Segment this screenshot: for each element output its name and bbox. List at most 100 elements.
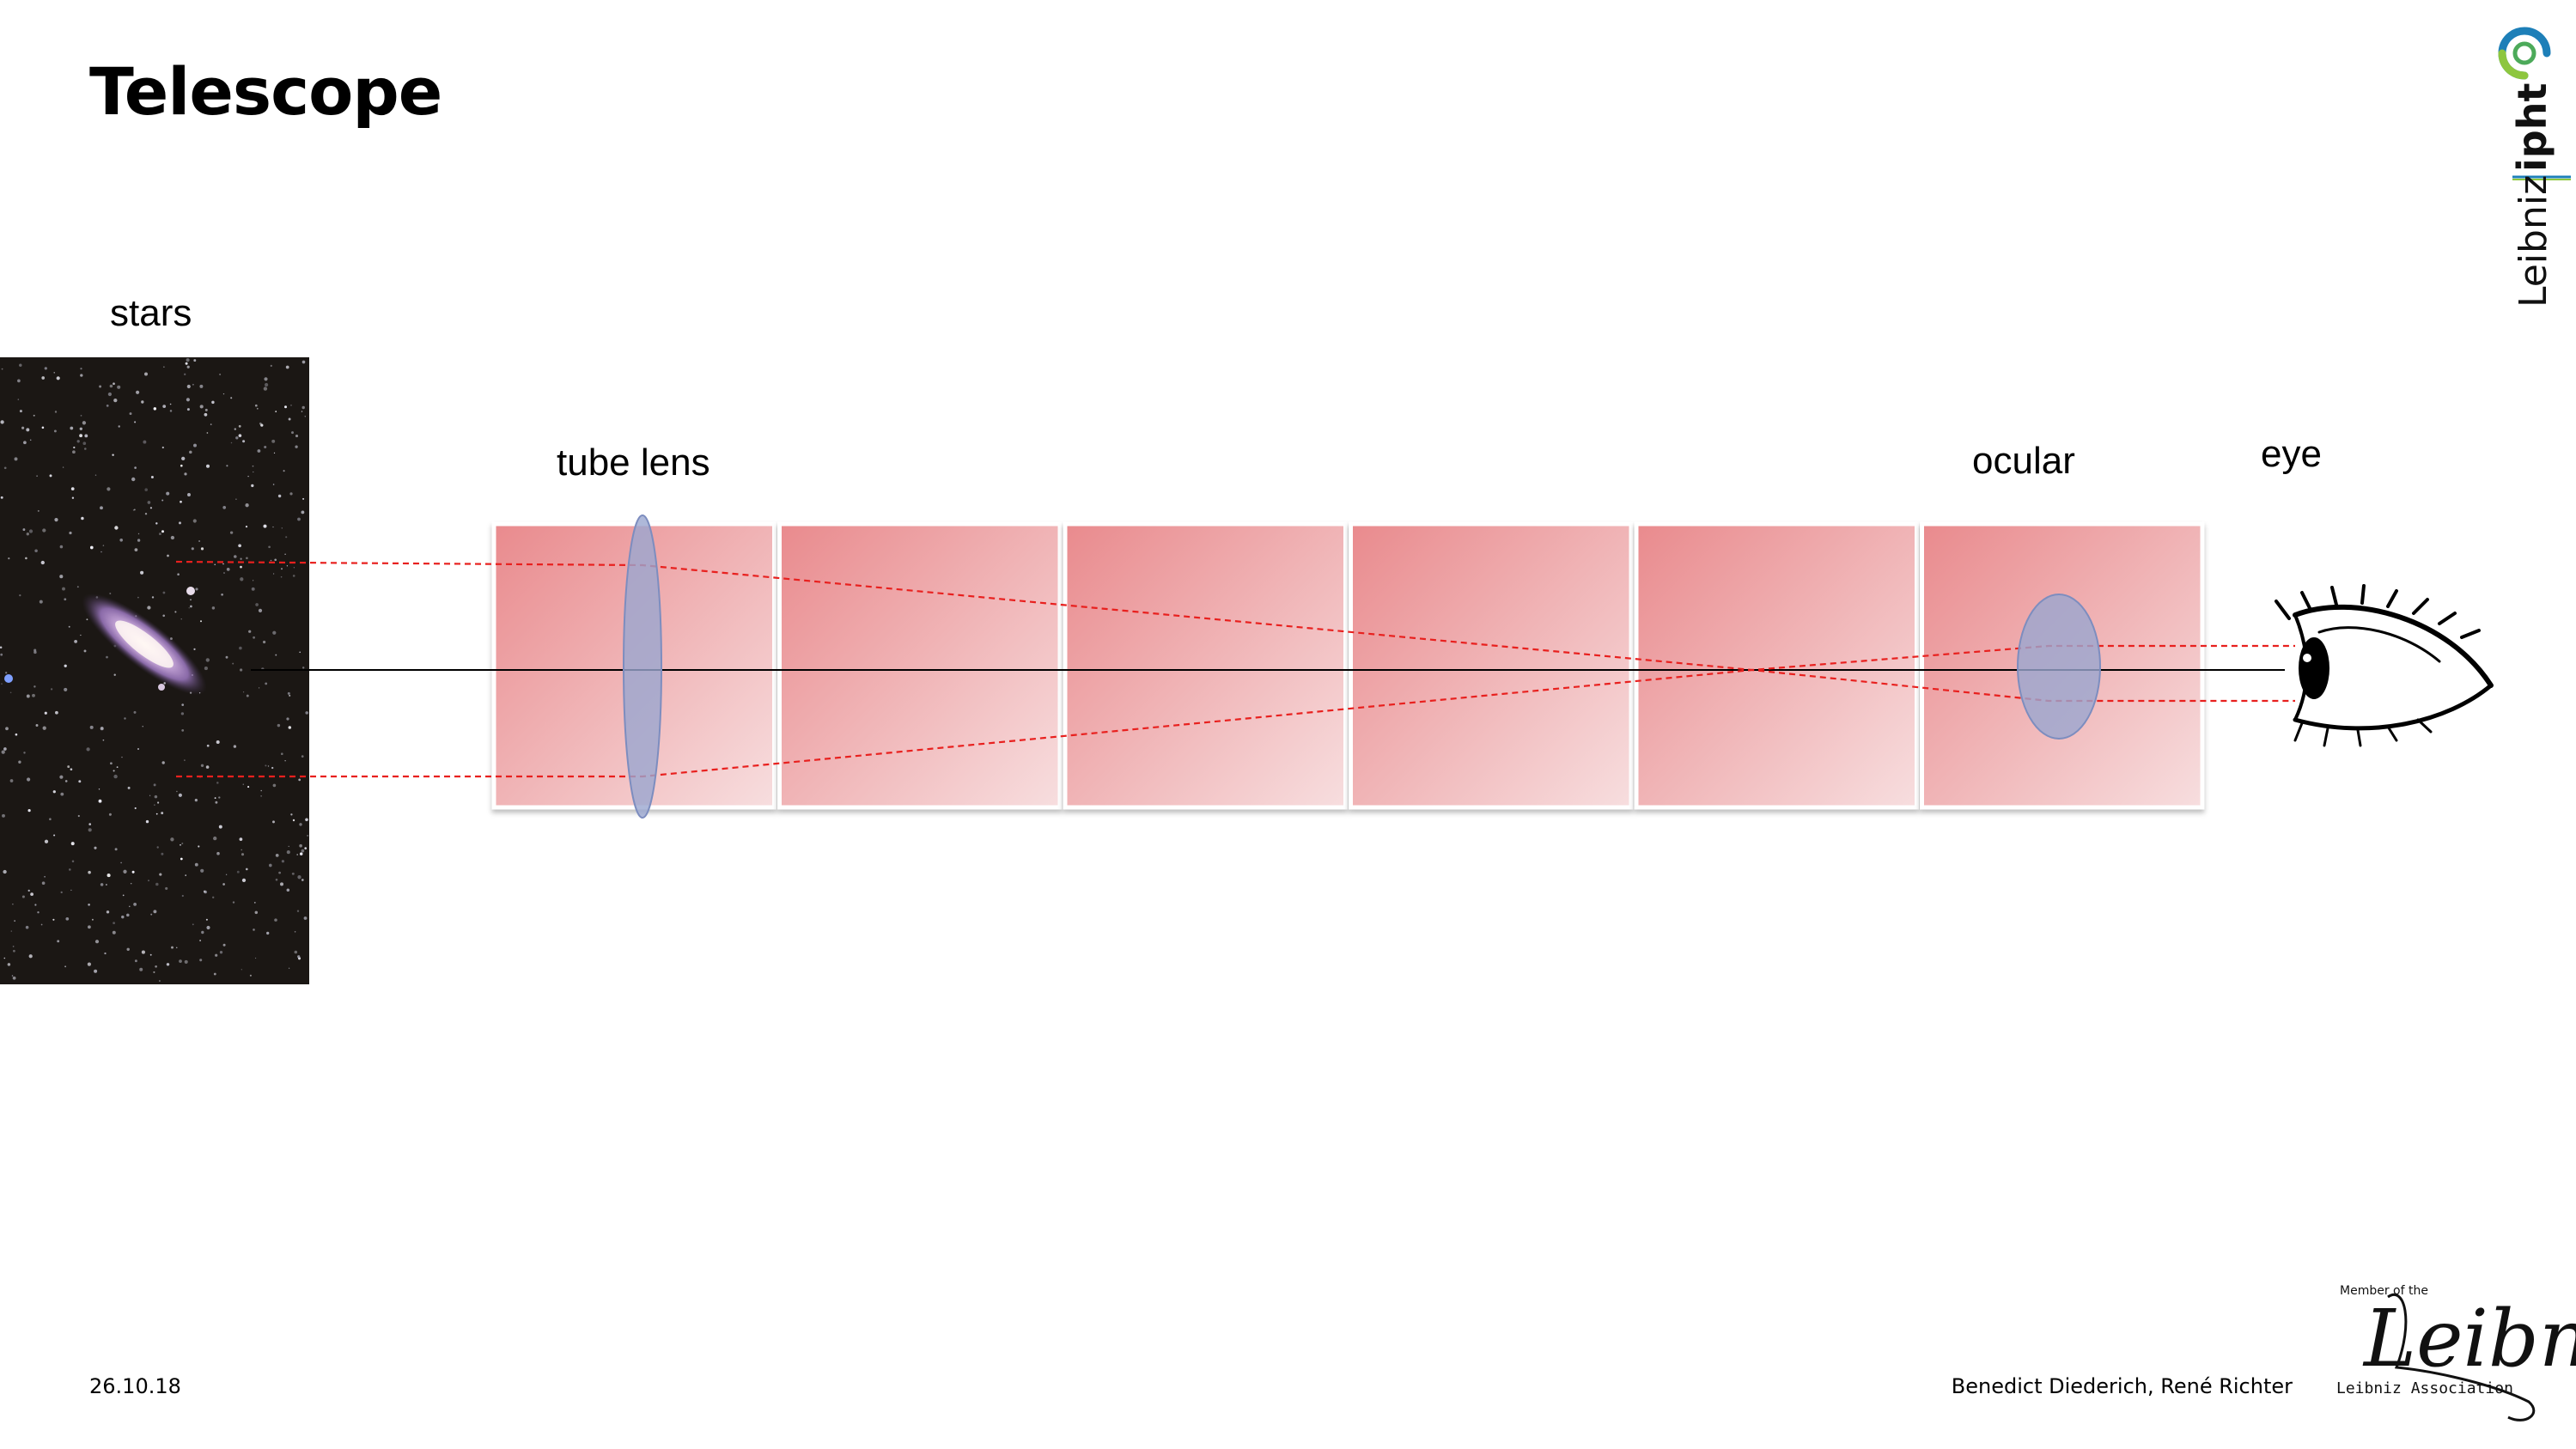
- star-dot: [44, 711, 47, 715]
- star-dot: [113, 922, 116, 925]
- star-dot: [299, 843, 302, 848]
- star-dot: [12, 946, 15, 947]
- star-dot: [204, 408, 208, 411]
- star-dot: [9, 691, 12, 694]
- star-dot: [301, 849, 305, 853]
- star-dot: [33, 650, 37, 654]
- star-dot: [41, 881, 46, 885]
- star-dot: [161, 761, 165, 764]
- star-dot: [113, 673, 116, 676]
- star-dot: [301, 879, 304, 881]
- star-dot: [271, 439, 276, 443]
- leibniz-association-logo: Member of the Leibniz Leibniz Associatio…: [2336, 1284, 2576, 1422]
- star-dot: [102, 739, 105, 741]
- ray-lower: [176, 644, 2295, 778]
- star-dot: [218, 825, 222, 829]
- star-dot: [205, 918, 208, 921]
- star-dot: [274, 558, 277, 562]
- star-dot: [222, 506, 227, 509]
- star-dot: [80, 368, 82, 370]
- star-dot: [126, 913, 130, 917]
- star-dot: [185, 362, 188, 365]
- star-dot: [107, 392, 113, 397]
- star-dot: [153, 783, 156, 787]
- star-dot: [272, 630, 277, 635]
- tube-segment: [1063, 521, 1348, 810]
- star-dot: [19, 363, 22, 367]
- star-dot: [180, 500, 182, 503]
- star-dot: [274, 918, 277, 922]
- star-dot: [64, 687, 68, 691]
- star-dot: [133, 508, 136, 511]
- star-dot: [219, 951, 223, 954]
- star-dot: [39, 600, 43, 604]
- star-dot: [278, 871, 281, 874]
- star-dot: [106, 910, 110, 914]
- star-dot: [150, 475, 154, 479]
- star-dot: [199, 384, 204, 388]
- star-dot: [251, 484, 254, 488]
- star-dot: [147, 501, 151, 504]
- star-dot: [15, 733, 18, 736]
- star-dot: [82, 441, 87, 446]
- star-dot: [169, 410, 173, 412]
- star-dot: [98, 788, 100, 790]
- star-dot: [23, 441, 27, 445]
- star-dot: [94, 940, 100, 944]
- star-dot: [297, 875, 301, 880]
- star-dot: [181, 729, 185, 732]
- star-dot: [253, 636, 255, 639]
- star-dot: [122, 894, 125, 897]
- star-dot: [200, 620, 202, 623]
- star-dot: [171, 946, 174, 949]
- star-dot: [275, 654, 277, 656]
- star-dot: [54, 411, 58, 413]
- star-dot: [180, 857, 183, 861]
- star-dot: [98, 799, 102, 803]
- star-dot: [0, 420, 4, 424]
- star-dot: [55, 710, 58, 715]
- star-dot: [126, 947, 130, 952]
- star-dot: [264, 377, 268, 381]
- star-dot: [262, 640, 266, 644]
- star-dot: [284, 553, 286, 555]
- star-dot: [3, 869, 7, 874]
- star-dot: [27, 808, 31, 813]
- star-dot: [33, 685, 36, 688]
- star-dot: [240, 577, 244, 581]
- star-dot: [219, 373, 222, 375]
- star-dot: [155, 882, 159, 886]
- star-dot: [163, 366, 165, 368]
- star-dot: [80, 634, 82, 636]
- star-dot: [234, 428, 237, 430]
- star-dot: [26, 428, 30, 432]
- slide-title: Telescope: [89, 53, 442, 130]
- star-dot: [295, 435, 299, 438]
- star-dot: [71, 860, 75, 863]
- star-dot: [44, 367, 47, 370]
- star-dot: [255, 957, 257, 959]
- star-dot: [192, 519, 197, 523]
- star-dot: [41, 426, 45, 429]
- star-dot: [162, 405, 167, 408]
- star-dot: [186, 384, 191, 389]
- star-dot: [153, 910, 157, 914]
- star-dot: [28, 954, 33, 959]
- star-dot: [184, 759, 186, 761]
- star-dot: [284, 405, 287, 409]
- star-dot: [294, 950, 298, 954]
- star-dot: [40, 560, 45, 565]
- star-dot: [133, 710, 137, 714]
- star-dot: [106, 405, 109, 407]
- star-dot: [272, 573, 275, 575]
- star-dot: [74, 640, 77, 643]
- star-dot: [25, 925, 29, 929]
- star-dot: [272, 820, 275, 824]
- star-dot: [59, 775, 64, 779]
- star-dot: [170, 837, 174, 842]
- star-dot: [133, 902, 137, 906]
- star-dot: [5, 672, 8, 674]
- star-dot: [205, 464, 210, 468]
- star-dot: [295, 445, 298, 448]
